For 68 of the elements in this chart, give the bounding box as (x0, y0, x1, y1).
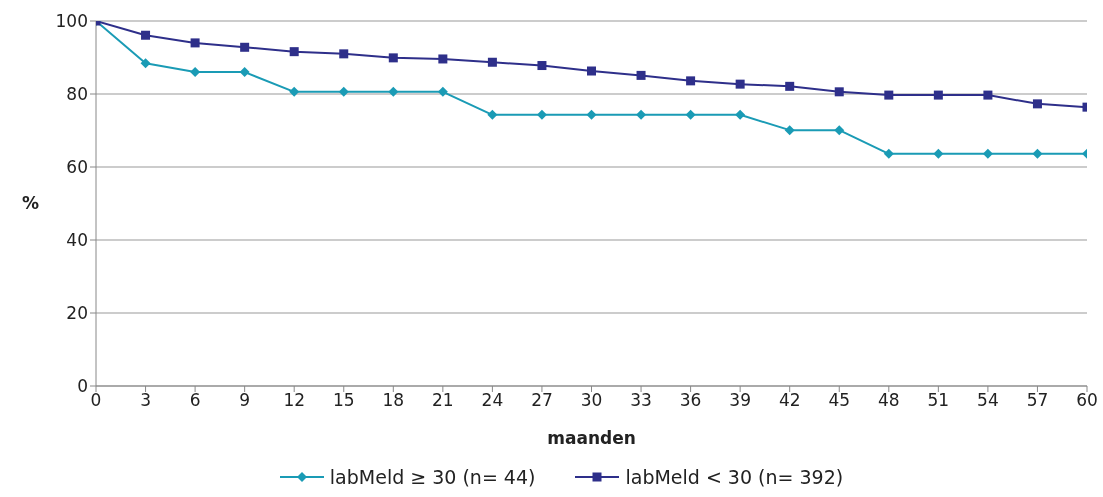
y-tick-label: 40 (66, 230, 88, 251)
point (289, 86, 300, 97)
point (339, 49, 349, 59)
point (983, 90, 993, 100)
point (487, 57, 497, 67)
point (338, 86, 349, 97)
x-tick-label: 45 (828, 390, 851, 411)
y-tick-label: 80 (66, 84, 88, 105)
point (239, 67, 250, 78)
point (487, 109, 498, 120)
point (884, 90, 894, 100)
point (636, 70, 646, 80)
point (438, 54, 448, 64)
point (883, 148, 894, 159)
x-tick-label: 30 (580, 390, 603, 411)
point (784, 125, 795, 136)
point (933, 90, 943, 100)
x-tick-label: 18 (382, 390, 405, 411)
x-tick-label: 60 (1076, 390, 1098, 411)
x-tick-label: 3 (140, 390, 151, 411)
point (735, 109, 746, 120)
point (636, 109, 647, 120)
x-tick-label: 9 (239, 390, 251, 411)
legend-label: labMeld ≥ 30 (n= 44) (329, 466, 536, 488)
point (834, 87, 844, 97)
legend-label: labMeld < 30 (n= 392) (625, 466, 844, 488)
x-tick-label: 36 (679, 390, 702, 411)
point (685, 109, 696, 120)
point (190, 38, 200, 48)
x-tick-label: 27 (531, 390, 553, 411)
point (834, 125, 845, 136)
point (735, 79, 745, 89)
y-tick-label: 20 (66, 303, 88, 324)
x-tick-label: 24 (481, 390, 504, 411)
point (536, 109, 547, 120)
x-tick-label: 21 (432, 390, 454, 411)
y-tick-label: 100 (55, 11, 88, 32)
point (933, 148, 944, 159)
y-axis-title: % (22, 192, 40, 213)
point (785, 81, 795, 91)
y-tick-label: 0 (77, 376, 88, 397)
point (1032, 148, 1043, 159)
x-tick-label: 39 (729, 390, 751, 411)
point (982, 148, 993, 159)
x-tick-label: 0 (90, 390, 102, 411)
point (586, 109, 597, 120)
point (587, 66, 596, 76)
point (537, 61, 547, 71)
y-tick-label: 60 (66, 157, 88, 178)
point (140, 58, 151, 69)
x-tick-label: 6 (189, 390, 201, 411)
point (141, 30, 151, 40)
x-axis-title: maanden (547, 428, 636, 448)
point (388, 86, 399, 97)
x-tick-label: 57 (1026, 390, 1049, 411)
x-tick-label: 12 (283, 390, 306, 411)
point (240, 42, 250, 52)
x-tick-label: 33 (630, 390, 652, 411)
x-tick-label: 42 (778, 390, 801, 411)
x-tick-label: 48 (877, 390, 900, 411)
point (289, 47, 299, 57)
x-tick-label: 15 (332, 390, 355, 411)
x-tick-label: 54 (977, 390, 999, 411)
x-tick-label: 51 (927, 390, 950, 411)
point (686, 76, 696, 86)
point (437, 86, 448, 97)
point (1032, 99, 1042, 109)
point (388, 53, 398, 63)
